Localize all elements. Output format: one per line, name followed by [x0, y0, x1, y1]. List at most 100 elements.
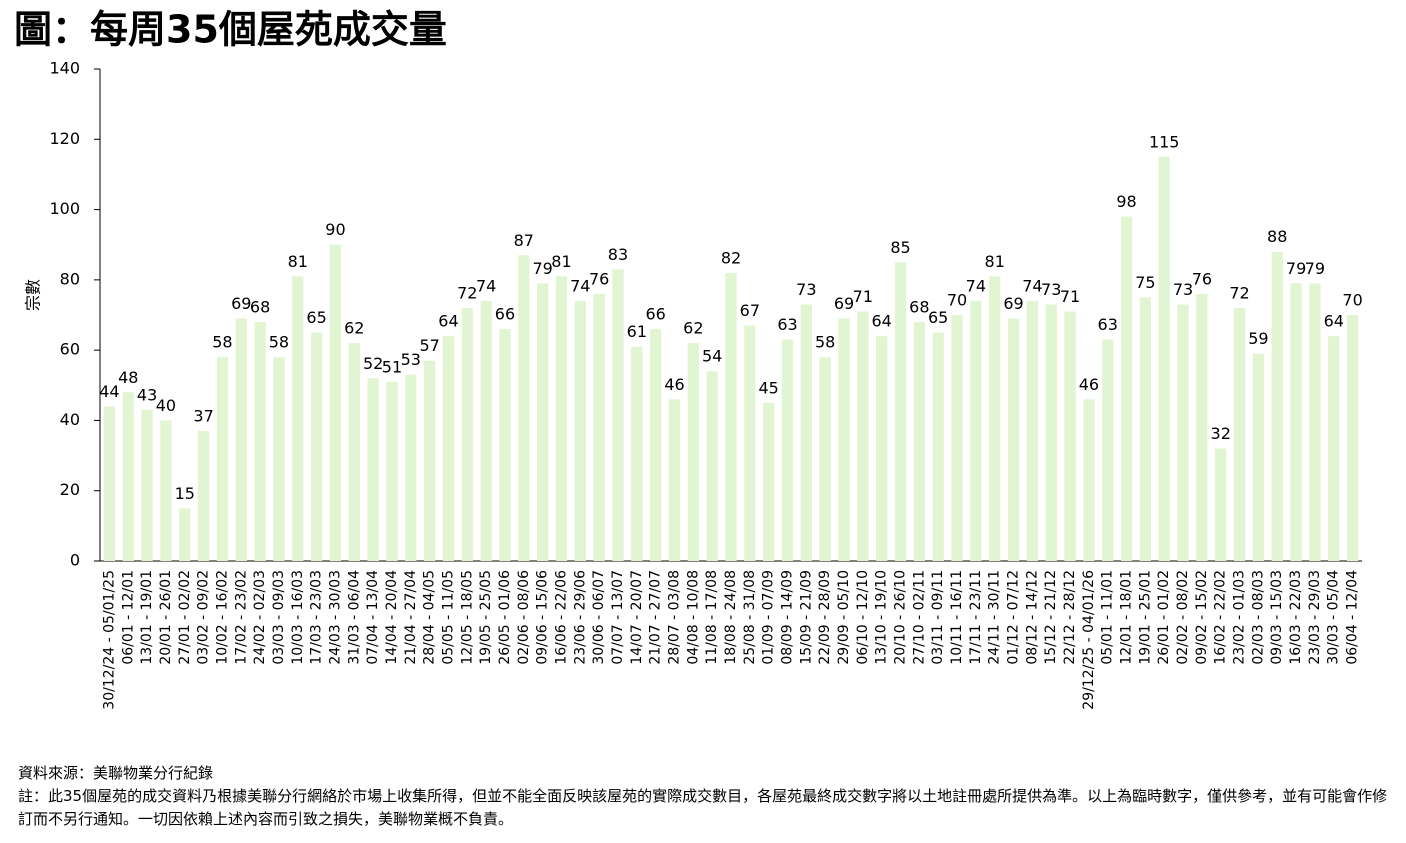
- bar: [310, 332, 323, 561]
- data-label: 46: [1079, 375, 1099, 394]
- data-label: 72: [457, 283, 477, 302]
- x-tick-label: 02/02 - 08/02: [1175, 570, 1191, 665]
- x-tick-label: 04/08 - 10/08: [685, 570, 701, 665]
- data-label: 52: [363, 354, 383, 373]
- x-tick-label: 03/11 - 09/11: [930, 570, 946, 665]
- data-label: 79: [1286, 259, 1306, 278]
- x-tick-label: 05/05 - 11/05: [440, 570, 456, 665]
- bar: [668, 399, 681, 561]
- y-tick-label: 80: [60, 269, 80, 288]
- data-label: 64: [438, 312, 458, 331]
- x-tick-label: 21/04 - 27/04: [403, 570, 419, 665]
- data-label: 82: [721, 248, 741, 267]
- bar: [1196, 293, 1208, 561]
- bar: [348, 343, 360, 561]
- x-tick-label: 19/05 - 25/05: [478, 570, 494, 665]
- x-tick-label: 10/02 - 16/02: [214, 570, 230, 665]
- x-tick-label: 11/08 - 17/08: [704, 570, 720, 665]
- x-tick-label: 06/10 - 12/10: [855, 570, 871, 665]
- x-tick-label: 28/04 - 04/05: [422, 570, 438, 665]
- bar: [235, 318, 247, 561]
- x-tick-label: 16/06 - 22/06: [553, 570, 569, 665]
- bar: [932, 332, 944, 561]
- bar: [1309, 283, 1321, 561]
- data-label: 81: [551, 252, 571, 271]
- bar: [292, 276, 304, 561]
- data-label: 73: [796, 280, 816, 299]
- bar: [989, 276, 1001, 561]
- bar: [329, 244, 342, 561]
- bar: [1233, 307, 1246, 561]
- bar: [593, 293, 605, 561]
- x-tick-label: 06/01 - 12/01: [120, 570, 136, 665]
- bar: [254, 322, 266, 561]
- data-label: 66: [495, 305, 515, 324]
- x-tick-label: 25/08 - 31/08: [742, 570, 758, 665]
- bar: [951, 315, 963, 561]
- bar: [273, 357, 285, 561]
- data-label: 73: [1041, 280, 1061, 299]
- bar: [1007, 318, 1020, 561]
- bar: [819, 357, 831, 561]
- data-label: 76: [589, 269, 609, 288]
- x-tick-label: 07/07 - 13/07: [610, 570, 626, 665]
- x-tick-label: 20/01 - 26/01: [158, 570, 174, 665]
- x-tick-label: 20/10 - 26/10: [893, 570, 909, 665]
- bar: [1026, 300, 1039, 561]
- bar: [405, 374, 417, 561]
- bar: [612, 269, 624, 561]
- x-tick-label: 26/05 - 01/06: [497, 570, 513, 665]
- data-label: 69: [231, 294, 251, 313]
- data-label: 98: [1116, 192, 1136, 211]
- data-label: 70: [1342, 291, 1362, 310]
- data-label: 79: [1305, 259, 1325, 278]
- bar: [1083, 399, 1095, 561]
- bar: [913, 322, 926, 561]
- bar: [970, 300, 982, 561]
- x-tick-label: 17/11 - 23/11: [968, 570, 984, 665]
- x-tick-label: 01/12 - 07/12: [1006, 570, 1022, 665]
- y-tick-label: 20: [60, 480, 80, 499]
- bar: [518, 255, 530, 561]
- bar: [1346, 315, 1359, 561]
- x-tick-label: 21/07 - 27/07: [648, 570, 664, 665]
- bar: [574, 300, 586, 561]
- data-label: 58: [815, 333, 835, 352]
- data-label: 70: [947, 291, 967, 310]
- data-label: 73: [1173, 280, 1193, 299]
- x-tick-label: 19/01 - 25/01: [1137, 570, 1153, 665]
- x-tick-label: 12/05 - 18/05: [459, 570, 475, 665]
- data-label: 68: [250, 298, 270, 317]
- data-label: 85: [890, 238, 910, 257]
- y-tick-label: 60: [60, 340, 80, 359]
- data-label: 87: [514, 231, 534, 250]
- x-tick-label: 29/09 - 05/10: [836, 570, 852, 665]
- bar: [876, 336, 888, 561]
- data-label: 40: [156, 396, 176, 415]
- bar: [650, 329, 662, 561]
- x-tick-label: 22/09 - 28/09: [817, 570, 833, 665]
- data-label: 74: [570, 276, 590, 295]
- x-tick-label: 17/03 - 23/03: [309, 570, 325, 665]
- data-label: 75: [1135, 273, 1155, 292]
- data-label: 46: [664, 375, 684, 394]
- x-tick-label: 01/09 - 07/09: [761, 570, 777, 665]
- data-label: 62: [344, 319, 364, 338]
- x-tick-label: 24/02 - 02/03: [252, 570, 268, 665]
- bar: [1120, 216, 1133, 561]
- data-label: 53: [401, 350, 421, 369]
- bar: [687, 343, 699, 561]
- data-label: 74: [1022, 276, 1042, 295]
- bar: [555, 276, 568, 561]
- data-label: 54: [702, 347, 722, 366]
- data-label: 63: [777, 315, 797, 334]
- data-label: 43: [137, 385, 157, 404]
- data-label: 48: [118, 368, 138, 387]
- x-tick-label: 24/11 - 30/11: [987, 570, 1003, 665]
- data-label: 44: [99, 382, 119, 401]
- x-tick-label: 15/12 - 21/12: [1043, 570, 1059, 665]
- bar: [122, 392, 134, 561]
- x-tick-label: 09/02 - 15/02: [1194, 570, 1210, 665]
- data-label: 58: [269, 333, 289, 352]
- bar: [536, 283, 549, 561]
